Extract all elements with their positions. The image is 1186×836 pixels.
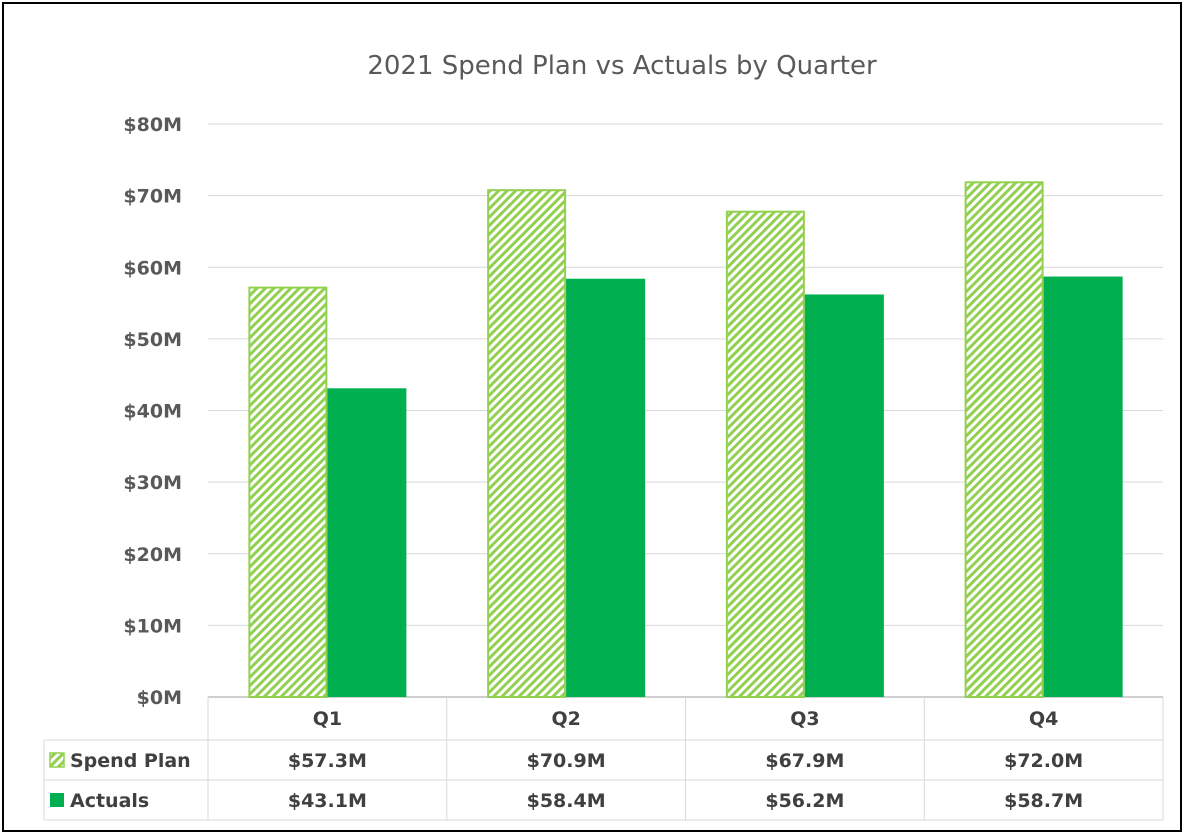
legend-label: Spend Plan [70,750,191,772]
bar-spend-plan-q4 [964,181,1044,699]
y-axis-ticks: $0M $10M $20M $30M $40M $50M $60M $70M $80M [123,114,182,709]
data-table-value: $57.3M [288,750,367,772]
x-category-label: Q1 [313,708,342,730]
data-table-value: $67.9M [765,750,844,772]
data-table-value: $58.4M [527,790,606,812]
bar-spend-plan-q3 [725,210,805,698]
data-table-value: $72.0M [1004,750,1083,772]
x-category-label: Q2 [551,708,580,730]
bar-spend-plan-q1 [248,286,328,698]
chart-title: 2021 Spend Plan vs Actuals by Quarter [367,51,877,81]
data-table-value: $56.2M [765,790,844,812]
y-tick-label: $20M [123,544,182,566]
bar-spend-plan-q2 [487,189,567,699]
y-tick-label: $80M [123,114,182,136]
data-table-value: $70.9M [527,750,606,772]
y-tick-label: $70M [123,186,182,208]
data-table-value: $43.1M [288,790,367,812]
bar-actuals-q4 [1043,276,1123,697]
bars [248,181,1123,699]
data-table: Spend Plan $57.3M $70.9M $67.9M $72.0M Actual… [43,697,1164,821]
legend-key-spend-plan [49,752,65,768]
bar-actuals-q2 [566,278,646,697]
bar-actuals-q1 [327,388,407,697]
y-tick-label: $50M [123,329,182,351]
x-category-label: Q4 [1029,708,1058,730]
x-category-label: Q3 [790,708,819,730]
y-tick-label: $0M [137,687,182,709]
bar-actuals-q3 [804,294,884,697]
x-axis-categories: Q1 Q2 Q3 Q4 [313,708,1059,730]
data-table-value: $58.7M [1004,790,1083,812]
y-tick-label: $10M [123,615,182,637]
y-tick-label: $60M [123,257,182,279]
y-tick-label: $30M [123,472,182,494]
legend-key-actuals [50,793,64,807]
y-tick-label: $40M [123,401,182,423]
legend-label: Actuals [70,790,149,812]
